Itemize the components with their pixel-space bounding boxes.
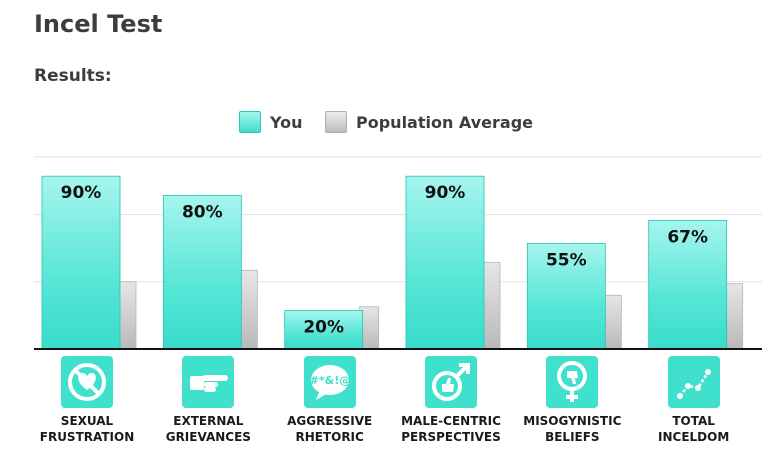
- legend-swatch-average: [325, 111, 347, 133]
- category-label-3: MALE-CENTRIC PERSPECTIVES: [401, 414, 501, 444]
- bar-you-0: [41, 175, 121, 350]
- category-label-1: EXTERNAL GRIEVANCES: [165, 414, 251, 444]
- bar-you-3: [405, 175, 485, 350]
- male-symbol-thumbs-up-icon: [425, 356, 477, 408]
- bar-you-1: [162, 194, 242, 350]
- line-graph-icon: [667, 356, 720, 408]
- female-symbol-thumbs-down-icon: [546, 356, 599, 408]
- pointing-hand-icon: [182, 356, 235, 408]
- legend-label-average: Population Average: [356, 112, 534, 132]
- category-label-4: MISOGYNISTIC BELIEFS: [523, 414, 622, 444]
- category-label-2: AGGRESSIVE RHETORIC: [287, 414, 373, 444]
- legend-item-you: You: [239, 110, 303, 134]
- legend-swatch-you: [239, 111, 261, 133]
- legend-label-you: You: [270, 112, 303, 132]
- chart-gridlines: [34, 156, 762, 283]
- bar-you-5: [648, 219, 728, 350]
- bar-value-label-1: 80%: [182, 202, 223, 222]
- category-label-0: SEXUAL FRUSTRATION: [39, 414, 135, 444]
- bar-value-label-2: 20%: [303, 318, 344, 338]
- legend-item-average: Population Average: [325, 110, 533, 134]
- bar-value-label-4: 55%: [546, 250, 587, 270]
- swear-speech-bubble-icon: #*&!@: [303, 356, 356, 408]
- page-title: Incel Test: [34, 10, 163, 38]
- results-heading: Results:: [34, 66, 112, 86]
- chart-legend: You Population Average: [0, 110, 783, 134]
- chart-bars: 90% 80% 20% 90% 55% 67%: [41, 175, 744, 350]
- crossed-heart-icon: [61, 356, 113, 408]
- bar-value-label-0: 90%: [61, 183, 102, 203]
- bar-you-4: [526, 242, 606, 350]
- svg-text:#*&!@: #*&!@: [309, 374, 350, 387]
- category-label-5: TOTAL INCELDOM: [658, 414, 730, 444]
- bar-value-label-3: 90%: [425, 183, 466, 203]
- bar-value-label-5: 67%: [667, 227, 708, 247]
